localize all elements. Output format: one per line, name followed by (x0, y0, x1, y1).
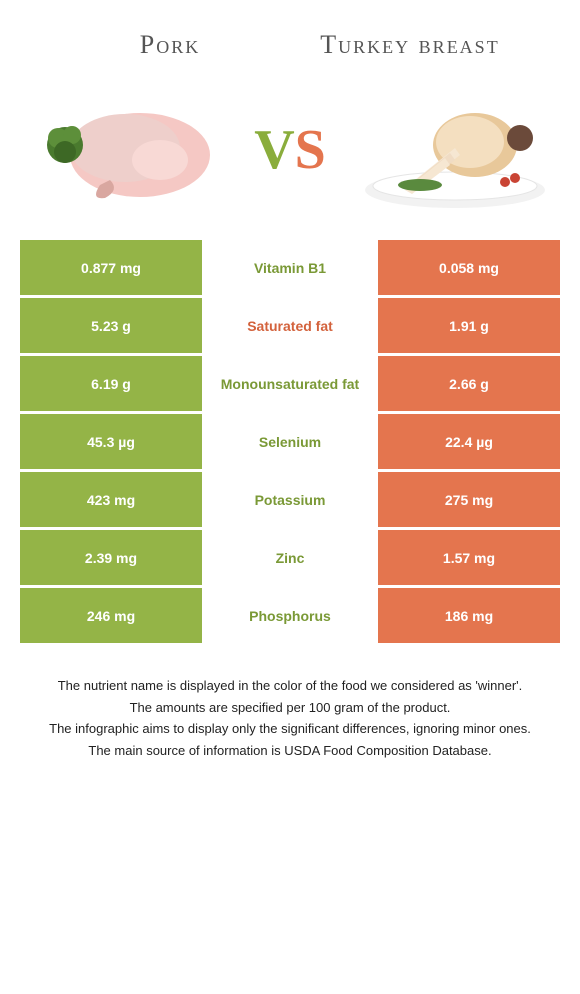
footnote-line: The nutrient name is displayed in the co… (20, 676, 560, 696)
vs-v: V (254, 119, 294, 181)
pork-image (30, 90, 220, 210)
cell-right-value: 0.058 mg (378, 240, 560, 295)
cell-nutrient: Potassium (202, 472, 378, 527)
title-turkey: Turkey breast (290, 30, 530, 60)
turkey-icon (360, 90, 550, 210)
header-right: Turkey breast (290, 30, 530, 60)
header-left: Pork (50, 30, 290, 60)
table-row: 423 mgPotassium275 mg (20, 472, 560, 530)
cell-right-value: 1.91 g (378, 298, 560, 353)
footnote-line: The amounts are specified per 100 gram o… (20, 698, 560, 718)
cell-left-value: 6.19 g (20, 356, 202, 411)
vs-label: VS (254, 118, 326, 182)
cell-right-value: 275 mg (378, 472, 560, 527)
cell-nutrient: Monounsaturated fat (202, 356, 378, 411)
table-row: 5.23 gSaturated fat1.91 g (20, 298, 560, 356)
table-row: 0.877 mgVitamin B10.058 mg (20, 240, 560, 298)
pork-icon (30, 90, 220, 210)
table-row: 246 mgPhosphorus186 mg (20, 588, 560, 646)
cell-left-value: 45.3 µg (20, 414, 202, 469)
cell-nutrient: Selenium (202, 414, 378, 469)
cell-left-value: 246 mg (20, 588, 202, 643)
cell-left-value: 0.877 mg (20, 240, 202, 295)
turkey-image (360, 90, 550, 210)
table-row: 45.3 µgSelenium22.4 µg (20, 414, 560, 472)
cell-right-value: 186 mg (378, 588, 560, 643)
cell-left-value: 423 mg (20, 472, 202, 527)
cell-left-value: 5.23 g (20, 298, 202, 353)
cell-nutrient: Zinc (202, 530, 378, 585)
footnote-line: The main source of information is USDA F… (20, 741, 560, 761)
cell-left-value: 2.39 mg (20, 530, 202, 585)
table-row: 6.19 gMonounsaturated fat2.66 g (20, 356, 560, 414)
vs-s: S (295, 119, 326, 181)
cell-right-value: 22.4 µg (378, 414, 560, 469)
header: Pork Turkey breast (0, 0, 580, 70)
footnote-line: The infographic aims to display only the… (20, 719, 560, 739)
cell-right-value: 1.57 mg (378, 530, 560, 585)
cell-nutrient: Saturated fat (202, 298, 378, 353)
footnotes: The nutrient name is displayed in the co… (0, 646, 580, 760)
comparison-table: 0.877 mgVitamin B10.058 mg5.23 gSaturate… (20, 240, 560, 646)
cell-nutrient: Vitamin B1 (202, 240, 378, 295)
cell-right-value: 2.66 g (378, 356, 560, 411)
images-row: VS (0, 70, 580, 240)
title-pork: Pork (50, 30, 290, 60)
table-row: 2.39 mgZinc1.57 mg (20, 530, 560, 588)
cell-nutrient: Phosphorus (202, 588, 378, 643)
